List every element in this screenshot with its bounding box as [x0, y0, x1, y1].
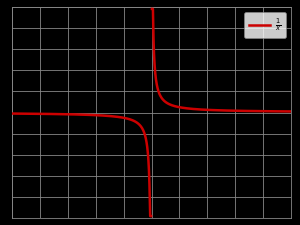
Legend: $\frac{1}{x}$: $\frac{1}{x}$: [244, 12, 286, 38]
